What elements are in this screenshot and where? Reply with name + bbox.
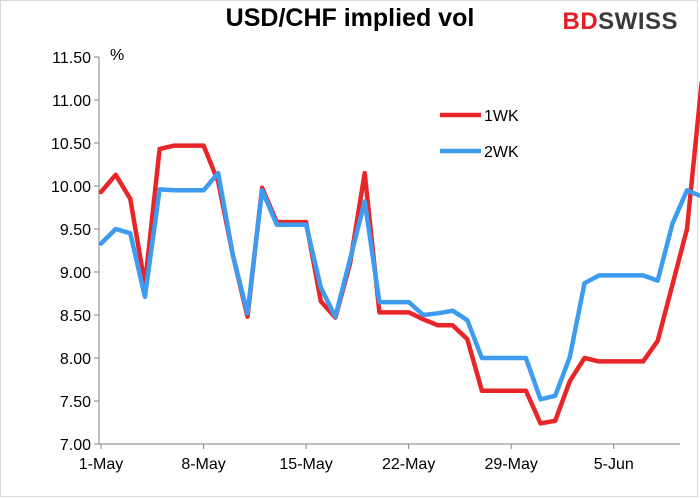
y-tick-label: 11.00 xyxy=(52,93,91,110)
y-tick-label: 10.00 xyxy=(51,179,91,196)
x-tick-label: 29-May xyxy=(485,456,538,473)
y-tick-label: 7.50 xyxy=(60,394,91,411)
y-axis-unit-label: % xyxy=(110,47,124,64)
chart-title: USD/CHF implied vol xyxy=(225,4,475,32)
x-tick-label: 8-May xyxy=(181,456,225,473)
x-tick-label: 1-May xyxy=(79,456,123,473)
y-tick-label: 10.50 xyxy=(51,136,91,153)
x-tick-label: 5-Jun xyxy=(594,456,634,473)
x-tick-label: 22-May xyxy=(382,456,435,473)
legend-label-1wk: 1WK xyxy=(484,108,519,125)
series-line-1wk xyxy=(98,81,700,426)
y-tick-label: 11.50 xyxy=(52,50,91,67)
x-tick-label: 15-May xyxy=(279,456,332,473)
series-line-2wk xyxy=(98,170,700,402)
legend-label-2wk: 2WK xyxy=(484,144,519,161)
y-tick-label: 8.50 xyxy=(60,308,91,325)
bdswiss-logo: BDSWISS xyxy=(562,8,678,36)
y-tick-label: 8.00 xyxy=(60,351,91,368)
logo-part-swiss: SWISS xyxy=(598,8,678,35)
y-tick-label: 9.00 xyxy=(60,265,91,282)
logo-part-bd: BD xyxy=(562,8,599,35)
y-tick-label: 9.50 xyxy=(60,222,91,239)
y-tick-label: 7.00 xyxy=(60,437,91,454)
